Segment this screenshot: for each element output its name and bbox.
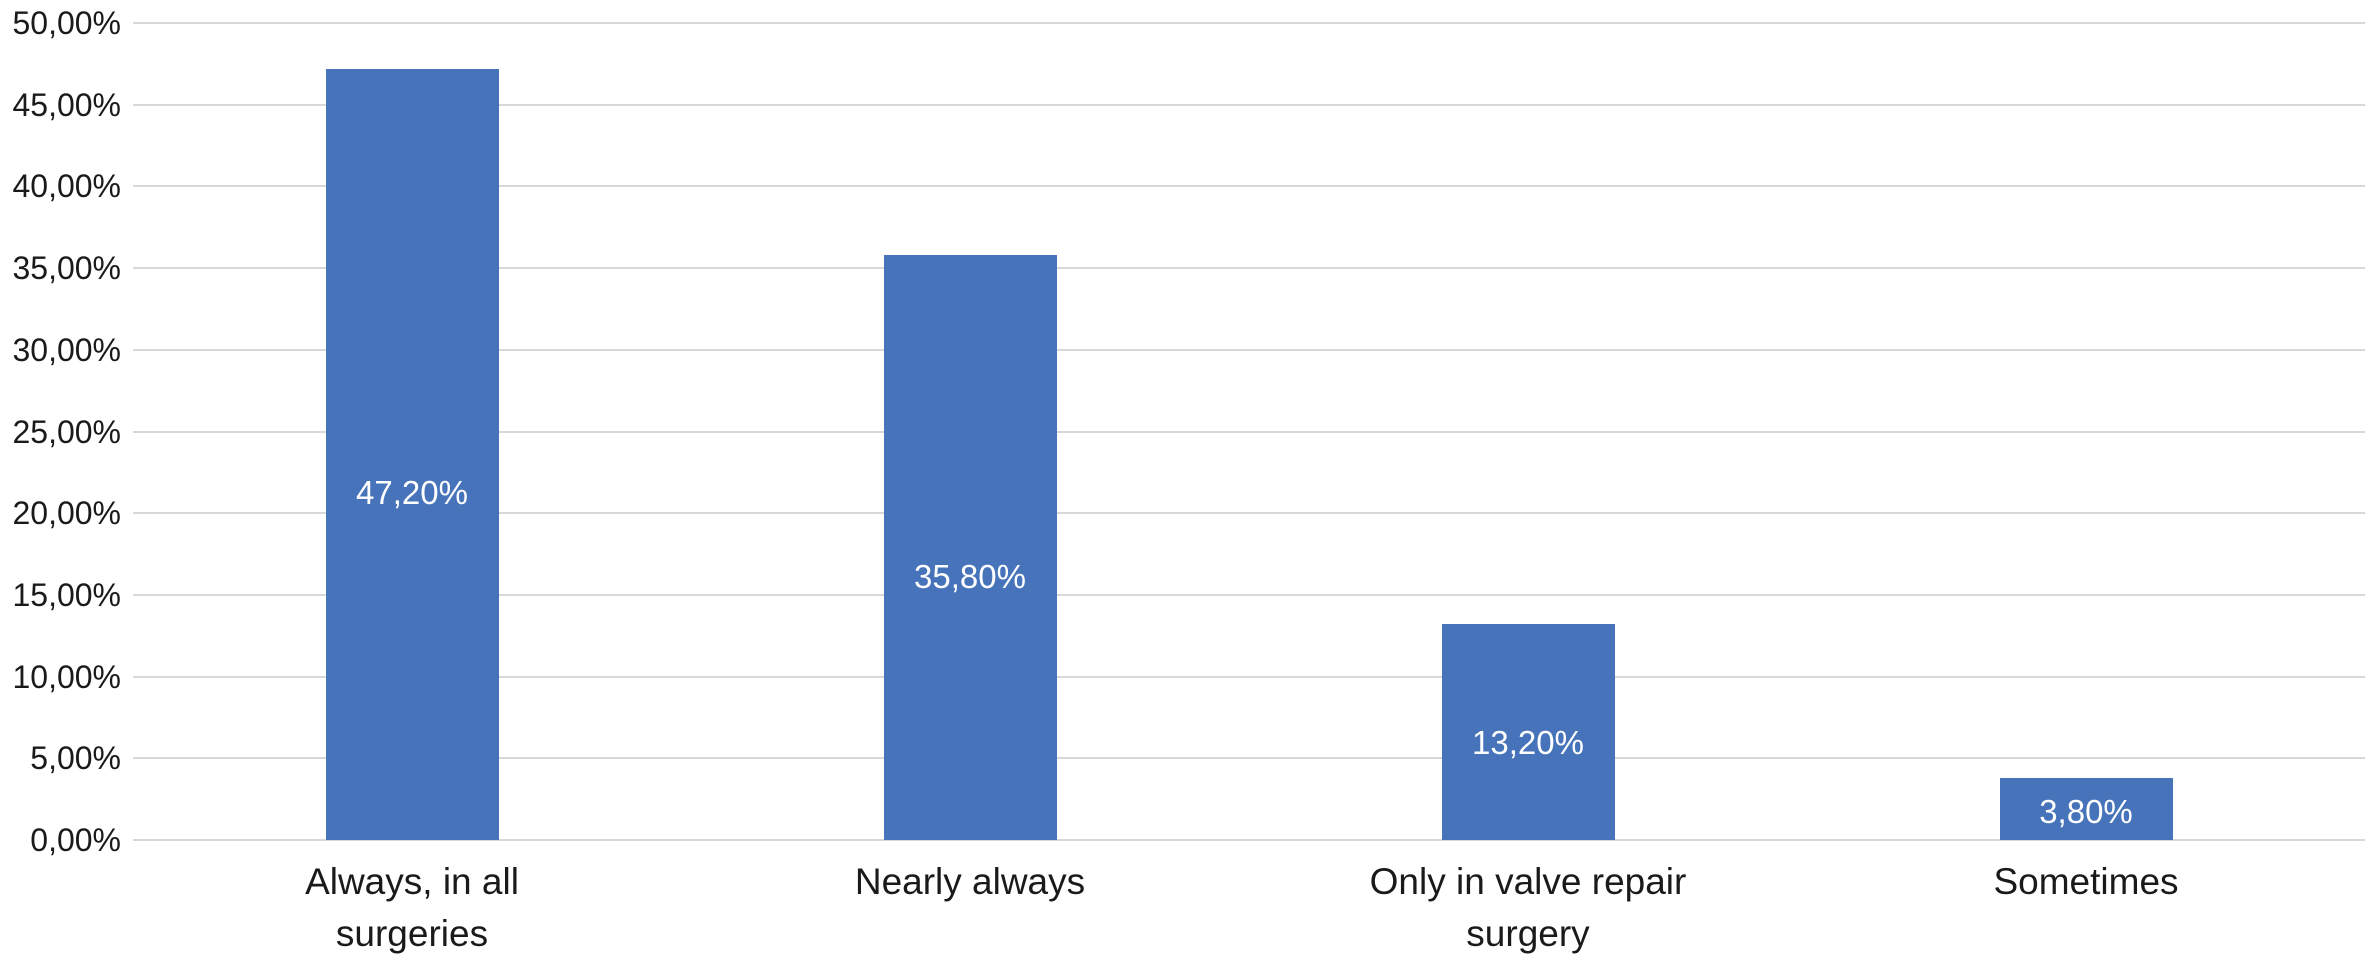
y-axis-tick-label: 5,00% <box>30 740 121 777</box>
gridline <box>133 757 2365 760</box>
bar: 3,80% <box>1999 777 2173 840</box>
y-axis-tick-label: 20,00% <box>12 495 121 532</box>
bar: 47,20% <box>325 68 499 840</box>
gridline <box>133 185 2365 188</box>
gridline <box>133 839 2365 841</box>
bar-data-label: 35,80% <box>914 557 1026 595</box>
x-axis-category-label: Always, in all surgeries <box>305 861 519 954</box>
y-axis-tick-label: 45,00% <box>12 86 121 123</box>
y-axis-tick-label: 15,00% <box>12 576 121 613</box>
bar-data-label: 13,20% <box>1472 723 1584 761</box>
gridline <box>133 22 2365 24</box>
y-axis-tick-label: 40,00% <box>12 168 121 205</box>
gridline <box>133 430 2365 433</box>
y-axis-tick-label: 30,00% <box>12 331 121 368</box>
gridline <box>133 593 2365 596</box>
y-axis-tick-label: 10,00% <box>12 658 121 695</box>
gridline <box>133 103 2365 106</box>
x-axis-category-label: Sometimes <box>1993 861 2179 902</box>
x-axis-category-label: Nearly always <box>854 861 1086 902</box>
bar: 35,80% <box>883 255 1057 840</box>
y-axis-tick-label: 25,00% <box>12 413 121 450</box>
gridline <box>133 348 2365 351</box>
gridline <box>133 512 2365 515</box>
y-axis-tick-label: 35,00% <box>12 250 121 287</box>
gridline <box>133 675 2365 678</box>
bar-data-label: 47,20% <box>356 473 468 511</box>
gridline <box>133 267 2365 270</box>
bar: 13,20% <box>1441 624 1615 840</box>
bar-data-label: 3,80% <box>2039 793 2133 831</box>
y-axis-tick-label: 50,00% <box>12 5 121 41</box>
x-axis-category-label: Only in valve repair surgery <box>1369 861 1687 954</box>
y-axis-tick-label: 0,00% <box>30 822 121 858</box>
